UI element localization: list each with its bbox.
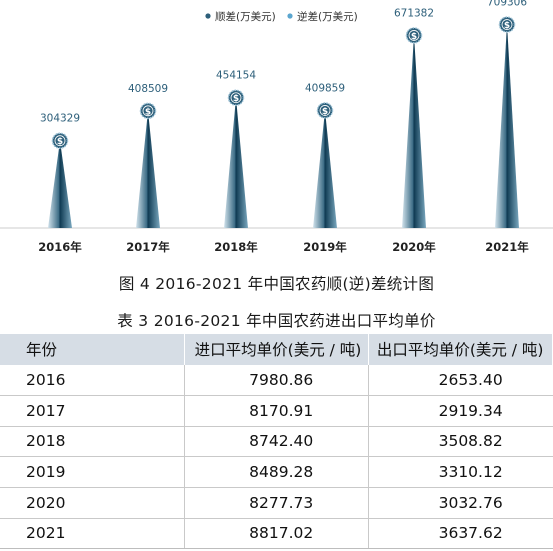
spike-right-face	[507, 24, 519, 229]
cell-export-price: 3508.82	[368, 426, 553, 458]
spike-right-face	[60, 140, 72, 228]
data-spike	[313, 110, 337, 228]
legend-item: 顺差(万美元)	[205, 10, 276, 23]
dollar-marker-icon: $	[316, 102, 334, 119]
cell-year: 2017	[0, 395, 185, 427]
data-spike	[495, 24, 519, 229]
legend-label: 逆差(万美元)	[297, 10, 358, 23]
dollar-marker-icon: $	[405, 27, 423, 44]
cell-year: 2018	[0, 426, 185, 458]
spike-right-face	[325, 110, 337, 228]
header-import-price: 进口平均单价(美元 / 吨)	[184, 334, 369, 365]
marker-ring	[54, 135, 66, 147]
cell-export-price: 2919.34	[368, 395, 553, 427]
header-export-price: 出口平均单价(美元 / 吨)	[368, 334, 553, 365]
legend-label: 顺差(万美元)	[215, 10, 276, 23]
dollar-marker-icon: $	[51, 132, 69, 149]
spike-right-face	[148, 110, 160, 228]
marker-symbol: $	[57, 137, 63, 147]
marker-symbol: $	[411, 32, 417, 42]
table-row: 2020 8277.73 3032.76	[0, 487, 553, 519]
x-tick-label: 2016年	[38, 240, 82, 254]
table-row: 2016 7980.86 2653.40	[0, 364, 553, 396]
data-value-label: 454154	[216, 70, 256, 82]
data-value-label: 409859	[305, 82, 345, 94]
data-spike	[224, 97, 248, 228]
x-tick-label: 2020年	[392, 240, 436, 254]
cell-export-price: 2653.40	[368, 364, 553, 396]
marker-symbol: $	[233, 94, 239, 104]
marker-ring	[501, 19, 513, 30]
spike-left-face	[495, 24, 507, 229]
cell-import-price: 8170.91	[184, 395, 369, 427]
spike-left-face	[224, 97, 236, 228]
data-value-label: 304329	[40, 113, 80, 125]
legend-marker	[287, 13, 293, 19]
x-tick-label: 2019年	[303, 240, 347, 254]
cell-import-price: 8277.73	[184, 487, 369, 519]
table-row: 2019 8489.28 3310.12	[0, 456, 553, 488]
legend-marker	[205, 13, 211, 19]
marker-ring	[319, 105, 331, 116]
data-value-label: 709306	[487, 0, 527, 9]
dollar-marker-icon: $	[227, 89, 245, 106]
cell-year: 2021	[0, 518, 185, 550]
cell-export-price: 3032.76	[368, 487, 553, 519]
x-tick-label: 2017年	[126, 240, 170, 254]
trade-balance-chart: 顺差(万美元) 逆差(万美元) $304329 2016年 $408509 2017年 $…	[0, 0, 553, 254]
cell-import-price: 8742.40	[184, 426, 369, 458]
cell-export-price: 3310.12	[368, 456, 553, 488]
marker-ring	[408, 30, 420, 41]
table-caption: 表 3 2016-2021 年中国农药进出口平均单价	[117, 312, 436, 330]
spike-left-face	[136, 110, 148, 228]
data-value-label: 408509	[128, 83, 168, 95]
cell-year: 2016	[0, 364, 185, 396]
spike-left-face	[48, 140, 60, 228]
spike-left-face	[313, 110, 325, 228]
cell-year: 2020	[0, 487, 185, 519]
unit-price-table: 年份 进口平均单价(美元 / 吨) 出口平均单价(美元 / 吨) 2016 79…	[0, 334, 553, 550]
marker-symbol: $	[322, 107, 328, 117]
data-spike	[402, 35, 426, 228]
dollar-marker-icon: $	[139, 102, 157, 120]
marker-symbol: $	[145, 107, 151, 117]
marker-ring	[230, 92, 242, 104]
x-tick-label: 2018年	[214, 240, 258, 254]
data-spike	[48, 140, 72, 228]
dollar-marker-icon: $	[498, 16, 516, 33]
marker-ring	[142, 105, 154, 117]
table-header-row: 年份 进口平均单价(美元 / 吨) 出口平均单价(美元 / 吨)	[0, 334, 553, 365]
cell-import-price: 7980.86	[184, 364, 369, 396]
header-year: 年份	[0, 334, 185, 365]
table-row: 2021 8817.02 3637.62	[0, 518, 553, 550]
data-spike	[136, 110, 160, 228]
marker-symbol: $	[504, 21, 510, 31]
table-row: 2018 8742.40 3508.82	[0, 426, 553, 458]
cell-export-price: 3637.62	[368, 518, 553, 550]
cell-import-price: 8817.02	[184, 518, 369, 550]
spike-right-face	[236, 97, 248, 228]
table-row: 2017 8170.91 2919.34	[0, 395, 553, 427]
spike-right-face	[414, 35, 426, 228]
data-value-label: 671382	[394, 7, 434, 19]
x-tick-label: 2021年	[485, 240, 529, 254]
cell-import-price: 8489.28	[184, 456, 369, 488]
legend-item: 逆差(万美元)	[287, 10, 358, 23]
cell-year: 2019	[0, 456, 185, 488]
figure-caption: 图 4 2016-2021 年中国农药顺(逆)差统计图	[118, 275, 435, 293]
spike-left-face	[402, 35, 414, 228]
